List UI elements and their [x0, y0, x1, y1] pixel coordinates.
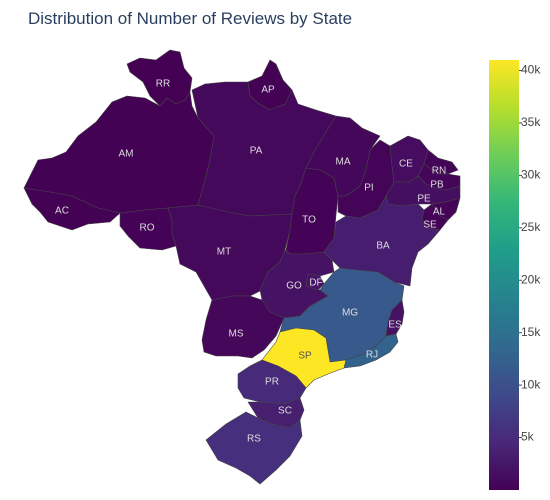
colorbar-tick-label: 40k	[521, 63, 541, 77]
map-title: Distribution of Number of Reviews by Sta…	[28, 9, 353, 28]
state-label-RR: RR	[156, 79, 170, 90]
state-MT[interactable]	[167, 204, 293, 301]
state-label-PB: PB	[430, 180, 444, 191]
state-label-MS: MS	[229, 329, 244, 340]
state-label-RO: RO	[140, 223, 155, 234]
state-label-SE: SE	[423, 220, 437, 231]
state-label-BA: BA	[376, 241, 390, 252]
state-label-PR: PR	[265, 377, 279, 388]
colorbar-tick-label: 25k	[521, 220, 541, 234]
state-RJ[interactable]	[343, 333, 399, 369]
state-label-RN: RN	[432, 166, 446, 177]
state-label-AP: AP	[261, 85, 275, 96]
state-label-SP: SP	[298, 351, 312, 362]
state-MS[interactable]	[201, 295, 285, 359]
state-label-PI: PI	[364, 183, 373, 194]
state-label-PA: PA	[250, 146, 263, 157]
state-label-TO: TO	[302, 215, 316, 226]
colorbar-tick-label: 10k	[521, 377, 541, 391]
state-label-AM: AM	[119, 149, 134, 160]
state-label-RJ: RJ	[366, 350, 378, 361]
state-label-MA: MA	[336, 157, 351, 168]
state-label-PE: PE	[417, 194, 431, 205]
colorbar-tick-label: 30k	[521, 168, 541, 182]
colorbar-tick-label: 15k	[521, 325, 541, 339]
colorbar-gradient	[489, 60, 519, 490]
state-label-DF: DF	[309, 278, 322, 289]
state-label-AL: AL	[433, 207, 446, 218]
state-label-MG: MG	[342, 308, 358, 319]
state-label-CE: CE	[399, 159, 413, 170]
state-RS[interactable]	[205, 411, 303, 485]
state-label-ES: ES	[388, 320, 402, 331]
state-DF[interactable]	[305, 273, 325, 291]
state-AC[interactable]	[23, 187, 121, 231]
state-PR[interactable]	[237, 359, 307, 405]
states-layer	[23, 49, 461, 485]
colorbar-tick-label: 5k	[521, 430, 535, 444]
state-label-AC: AC	[55, 206, 69, 217]
colorbar-ticks: 5k 10k 15k 20k 25k 30k 35k 40k	[519, 63, 541, 444]
state-labels: RR AP AM PA MA CE RN PB PI PE AC AL TO S…	[55, 79, 446, 445]
state-label-GO: GO	[286, 281, 302, 292]
colorbar-tick-label: 20k	[521, 272, 541, 286]
state-label-RS: RS	[247, 434, 261, 445]
state-ES[interactable]	[385, 299, 405, 337]
colorbar: 5k 10k 15k 20k 25k 30k 35k 40k	[489, 60, 541, 490]
colorbar-tick-label: 35k	[521, 115, 541, 129]
state-label-MT: MT	[217, 247, 231, 258]
state-label-SC: SC	[278, 406, 292, 417]
